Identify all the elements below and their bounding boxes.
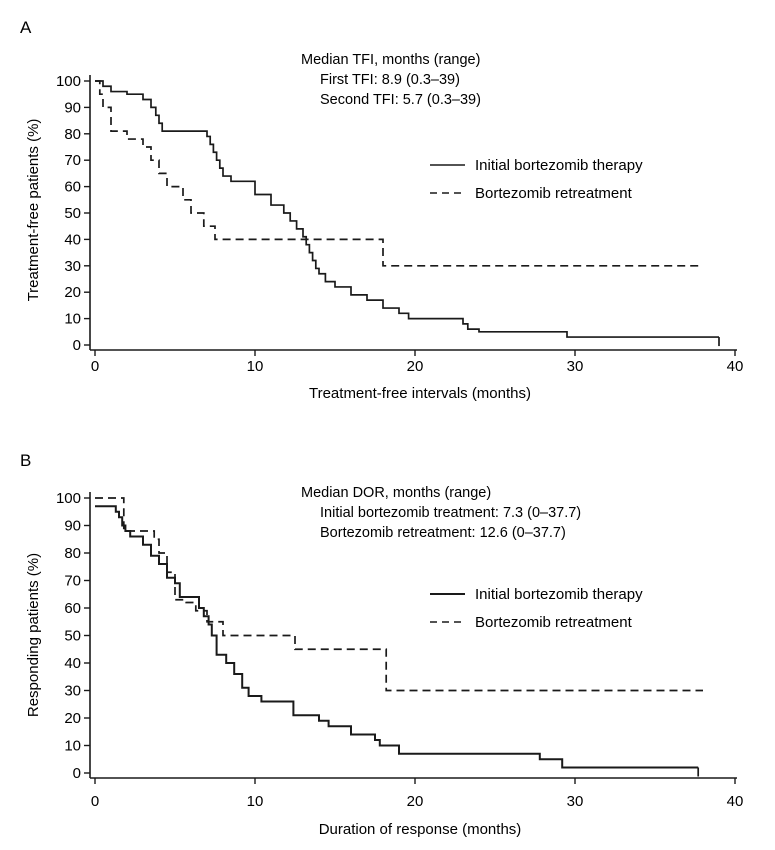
panel-a-x-axis-title: Treatment-free intervals (months) (309, 385, 531, 402)
panel-a-x-tick-label: 40 (727, 358, 744, 375)
panel-a-x-tick-label: 20 (407, 358, 424, 375)
panel-a-annotation-line-1: First TFI: 8.9 (0.3–39) (320, 72, 460, 88)
panel-a-y-axis-title: Treatment-free patients (%) (25, 119, 42, 302)
panel-a-legend: Initial bortezomib therapy Bortezomib re… (430, 157, 643, 202)
panel-a-annotation-line-2: Second TFI: 5.7 (0.3–39) (320, 92, 481, 108)
panel-b-x-tick-label: 30 (567, 793, 584, 810)
panel-b-y-tick-label: 10 (64, 738, 81, 755)
panel-a-legend-label-2: Bortezomib retreatment (475, 185, 633, 202)
panel-a-y-tick-label: 60 (64, 179, 81, 196)
panel-b-x-tick-label: 10 (247, 793, 264, 810)
panel-b-y-tick-label: 100 (56, 490, 81, 507)
panel-a-x-tick-label: 10 (247, 358, 264, 375)
panel-a-label: A (20, 18, 32, 37)
panel-a-y-tick-label: 90 (64, 99, 81, 116)
panel-b-series-retreatment-line (95, 497, 703, 692)
panel-b-y-axis-title: Responding patients (%) (25, 553, 42, 717)
panel-b-y-tick-label: 30 (64, 683, 81, 700)
panel-b-y-tick-label: 70 (64, 573, 81, 590)
panel-a-series-retreatment-line (95, 80, 703, 267)
panel-a-legend-label-1: Initial bortezomib therapy (475, 157, 643, 174)
panel-b-series-initial-therapy-line (95, 505, 699, 769)
panel-a-y-tick-label: 30 (64, 258, 81, 275)
panel-b-y-tick-label: 60 (64, 600, 81, 617)
panel-b-x-tick-label: 20 (407, 793, 424, 810)
panel-b-legend-label-1: Initial bortezomib therapy (475, 586, 643, 603)
panel-b-y-tick-label: 0 (73, 765, 81, 782)
panel-b-y-tick-label: 40 (64, 655, 81, 672)
panel-b-legend: Initial bortezomib therapy Bortezomib re… (430, 586, 643, 631)
panel-b-y-tick-label: 90 (64, 518, 81, 535)
panel-a-y-tick-label: 40 (64, 231, 81, 248)
panel-a-y-tick-label: 0 (73, 337, 81, 354)
panel-b: B Responding patients (%) Duration of re… (20, 451, 743, 838)
panel-b-annotation-line-1: Initial bortezomib treatment: 7.3 (0–37.… (320, 505, 581, 521)
panel-a-y-axis-title-group: Treatment-free patients (%) (25, 119, 42, 302)
panel-b-y-tick-label: 20 (64, 710, 81, 727)
panel-b-x-tick-label: 0 (91, 793, 99, 810)
panel-a-y-tick-label: 50 (64, 205, 81, 222)
panel-b-annotation-heading: Median DOR, months (range) (301, 485, 491, 501)
panel-b-y-tick-label: 80 (64, 545, 81, 562)
panel-a-series-initial-therapy-line (95, 80, 719, 338)
panel-b-label: B (20, 451, 31, 470)
panel-a-y-tick-label: 70 (64, 152, 81, 169)
panel-a-x-tick-label: 30 (567, 358, 584, 375)
panel-b-annotation-line-2: Bortezomib retreatment: 12.6 (0–37.7) (320, 525, 566, 541)
panel-a-annotation-heading: Median TFI, months (range) (301, 52, 480, 68)
panel-b-legend-label-2: Bortezomib retreatment (475, 614, 633, 631)
panel-a-y-tick-label: 100 (56, 73, 81, 90)
panel-a: A Treatment-free patients (%) Treatment-… (20, 18, 743, 402)
panel-b-x-tick-label: 40 (727, 793, 744, 810)
panel-a-y-tick-label: 80 (64, 126, 81, 143)
panel-b-y-tick-label: 50 (64, 628, 81, 645)
panel-a-y-tick-label: 10 (64, 311, 81, 328)
panel-a-x-tick-label: 0 (91, 358, 99, 375)
panel-b-x-axis-title: Duration of response (months) (319, 821, 522, 838)
panel-a-y-tick-label: 20 (64, 284, 81, 301)
